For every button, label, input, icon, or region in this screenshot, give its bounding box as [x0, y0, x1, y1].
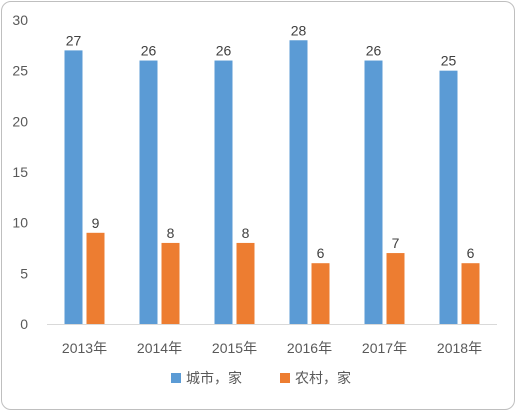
rural-bar [236, 242, 255, 324]
data-label: 6 [317, 245, 325, 261]
city-bar [139, 60, 158, 325]
y-axis: 0 5 10 15 20 25 30 [12, 12, 28, 332]
x-axis: 2013年 2014年 2015年 2016年 2017年 2018年 [62, 340, 482, 356]
city-bar [214, 60, 233, 325]
y-tick-label: 30 [12, 12, 28, 28]
data-label: 27 [66, 32, 82, 48]
x-tick-label: 2016年 [287, 340, 332, 356]
x-tick-label: 2013年 [62, 340, 107, 356]
rural-bar [311, 263, 330, 324]
data-label: 7 [392, 235, 400, 251]
x-tick-label: 2014年 [137, 340, 182, 356]
y-tick-label: 0 [20, 316, 28, 332]
y-tick-label: 20 [12, 113, 28, 129]
legend-label: 城市，家 [186, 370, 242, 386]
rural-bar [161, 242, 180, 324]
rural-bar [86, 232, 105, 324]
y-tick-label: 25 [12, 63, 28, 79]
y-tick-label: 15 [12, 164, 28, 180]
data-label: 8 [167, 225, 175, 241]
rural-bar [386, 253, 405, 324]
legend: 城市，家 农村，家 [171, 370, 351, 386]
y-tick-label: 5 [20, 265, 28, 281]
x-tick-label: 2015年 [212, 340, 257, 356]
data-label: 26 [216, 43, 232, 59]
city-bar [364, 60, 383, 325]
city-bar [64, 50, 83, 325]
data-label: 9 [92, 215, 100, 231]
legend-label: 农村，家 [295, 370, 351, 386]
x-tick-label: 2017年 [362, 340, 407, 356]
data-label: 26 [141, 43, 157, 59]
x-tick-label: 2018年 [437, 340, 482, 356]
bars: 27 9 26 8 26 8 28 6 26 7 25 6 [64, 22, 480, 325]
city-bar [439, 70, 458, 325]
legend-swatch [280, 373, 290, 383]
data-label: 28 [291, 22, 307, 38]
data-label: 26 [366, 43, 382, 59]
rural-bar [461, 263, 480, 324]
data-label: 8 [242, 225, 250, 241]
legend-swatch [171, 373, 181, 383]
y-tick-label: 10 [12, 215, 28, 231]
data-label: 6 [467, 245, 475, 261]
city-bar [289, 40, 308, 325]
data-label: 25 [441, 53, 457, 69]
